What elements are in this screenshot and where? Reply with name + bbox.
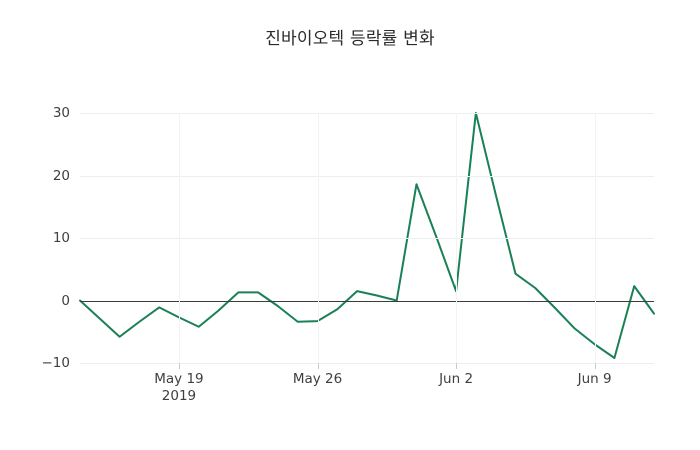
x-tick-mark — [456, 363, 458, 369]
x-tick-label-year: 2019 — [161, 388, 197, 404]
x-axis-tick-labels: May 19 2019 May 26 Jun 2 Jun 9 — [0, 371, 700, 421]
line-series — [79, 112, 655, 359]
y-tick-label: −10 — [41, 355, 71, 371]
x-tick-label: Jun 9 — [578, 371, 612, 388]
x-tick-label: Jun 2 — [439, 371, 473, 388]
x-gridline — [317, 113, 319, 363]
plot-area — [79, 112, 655, 364]
x-gridline — [178, 113, 180, 363]
y-gridline — [80, 238, 654, 239]
x-tick-mark — [317, 363, 319, 369]
y-gridline — [80, 363, 654, 364]
y-gridline — [80, 175, 654, 177]
x-tick-label-date: Jun 2 — [439, 371, 474, 387]
y-tick-label: 20 — [52, 167, 70, 184]
x-tick-label-date: May 26 — [292, 371, 343, 387]
y-gridline — [80, 113, 654, 114]
x-tick-label: May 26 — [293, 371, 342, 388]
x-gridline — [456, 113, 458, 363]
x-gridline — [594, 113, 596, 363]
x-tick-label-date: Jun 9 — [577, 371, 612, 387]
x-tick-mark — [594, 363, 596, 369]
chart-title: 진바이오텍 등락률 변화 — [265, 29, 435, 49]
x-tick-label-date: May 19 — [154, 371, 204, 387]
y-tick-label: 30 — [52, 105, 70, 121]
series-line — [79, 112, 655, 359]
y-tick-label: 10 — [52, 230, 70, 246]
y-tick-label: 0 — [61, 292, 70, 309]
y-axis-tick-labels: 30 20 10 0 −10 — [0, 105, 71, 371]
x-tick-label: May 19 2019 — [154, 371, 203, 405]
x-tick-mark — [178, 363, 180, 369]
zero-baseline — [80, 300, 654, 302]
x-axis-tick-marks — [80, 363, 654, 371]
